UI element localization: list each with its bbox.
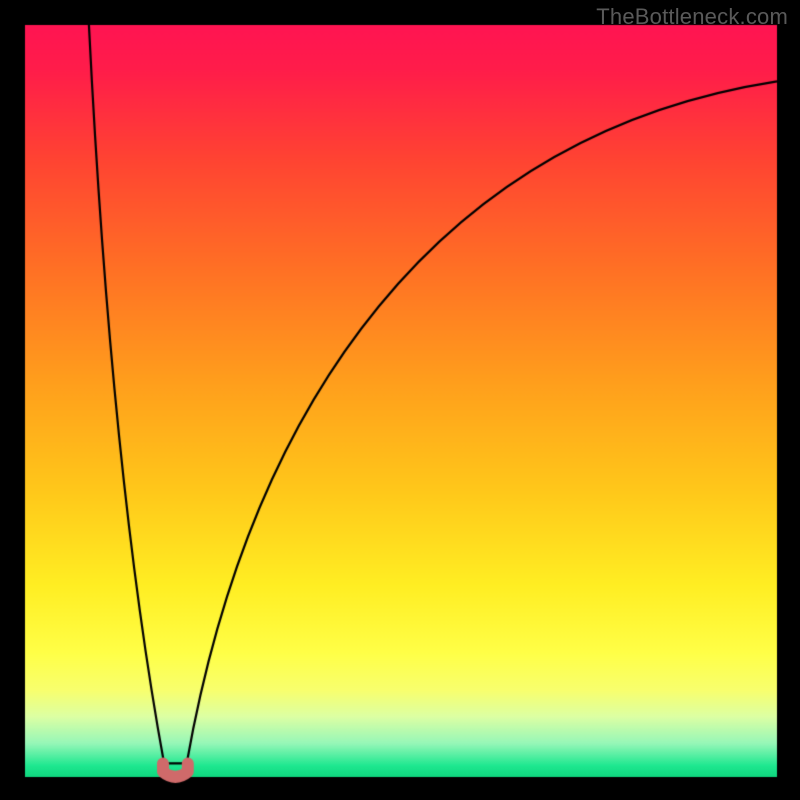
bottleneck-plot-canvas [0, 0, 800, 800]
watermark-text: TheBottleneck.com [596, 4, 788, 30]
figure-root: TheBottleneck.com [0, 0, 800, 800]
